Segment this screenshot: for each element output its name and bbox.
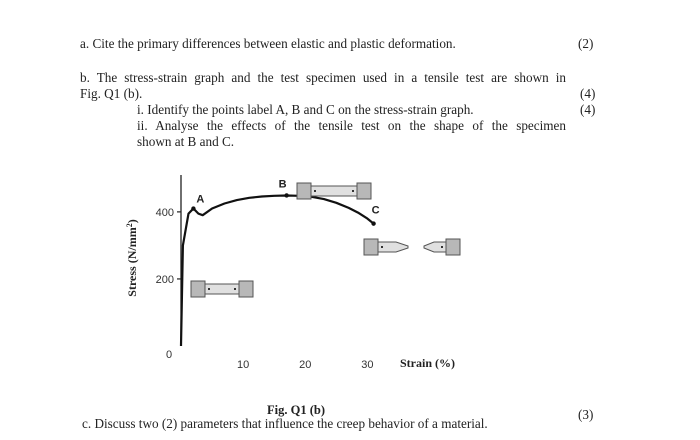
y-tick-label-400: 400 <box>156 207 174 219</box>
origin-label: 0 <box>166 349 172 361</box>
point-label-b: B <box>279 178 287 190</box>
question-b-i-text: i. Identify the points label A, B and C … <box>137 102 474 117</box>
question-b-line2: Fig. Q1 (b). <box>80 86 143 101</box>
question-b-line1: b. The stress-strain graph and the test … <box>80 70 566 85</box>
question-a-text: a. Cite the primary differences between … <box>80 36 456 51</box>
specimen-original <box>190 280 254 298</box>
y-axis-title: Stress (N/mm2) <box>125 219 140 296</box>
question-b-ii-marks: (4) <box>580 102 596 117</box>
point-a <box>191 206 196 211</box>
question-c-marks: (3) <box>578 407 594 422</box>
point-c <box>371 221 376 226</box>
specimen-at-c <box>363 238 461 256</box>
question-a-marks: (2) <box>578 36 594 51</box>
question-c-text: c. Discuss two (2) parameters that influ… <box>82 416 488 431</box>
question-b-ii-line1: ii. Analyse the effects of the tensile t… <box>137 118 566 133</box>
point-marks: A B C <box>191 178 380 226</box>
point-label-a: A <box>196 194 204 206</box>
specimen-at-b <box>296 182 372 200</box>
y-tick-label-200: 200 <box>156 274 174 286</box>
stress-strain-curve <box>179 194 375 347</box>
x-tick-label-20: 20 <box>299 359 311 371</box>
question-b-ii-line2: shown at B and C. <box>137 134 235 149</box>
x-tick-label-30: 30 <box>361 359 373 371</box>
figure-caption: Fig. Q1 (b) <box>267 403 325 417</box>
x-tick-label-10: 10 <box>237 359 249 371</box>
point-label-c: C <box>372 205 380 217</box>
x-axis-title: Strain (%) <box>400 356 455 370</box>
tick-group: 200 400 10 20 30 0 <box>156 207 374 371</box>
question-b-i-marks: (4) <box>580 86 596 101</box>
point-b <box>284 193 289 198</box>
